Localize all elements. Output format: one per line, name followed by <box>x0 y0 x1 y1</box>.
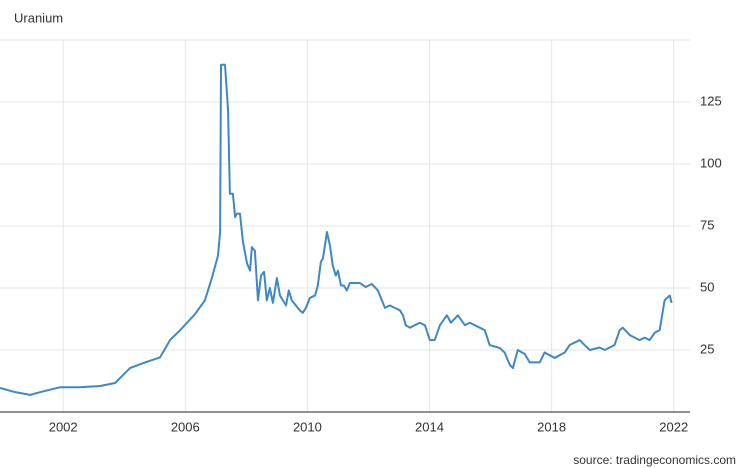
x-tick-label: 2002 <box>49 419 78 434</box>
y-tick-label: 75 <box>700 217 714 232</box>
y-tick-label: 50 <box>700 279 714 294</box>
source: source: tradingeconomics.com <box>573 453 736 467</box>
y-tick-label: 125 <box>700 93 722 108</box>
x-tick-label: 2022 <box>659 419 688 434</box>
chart-title: Uranium <box>14 10 63 25</box>
y-tick-label: 100 <box>700 155 722 170</box>
x-tick-label: 2010 <box>293 419 322 434</box>
x-tick-label: 2014 <box>415 419 444 434</box>
line-series <box>0 63 673 396</box>
y-tick-label: 25 <box>700 341 714 356</box>
x-tick-label: 2006 <box>171 419 200 434</box>
x-tick-label: 2018 <box>537 419 566 434</box>
